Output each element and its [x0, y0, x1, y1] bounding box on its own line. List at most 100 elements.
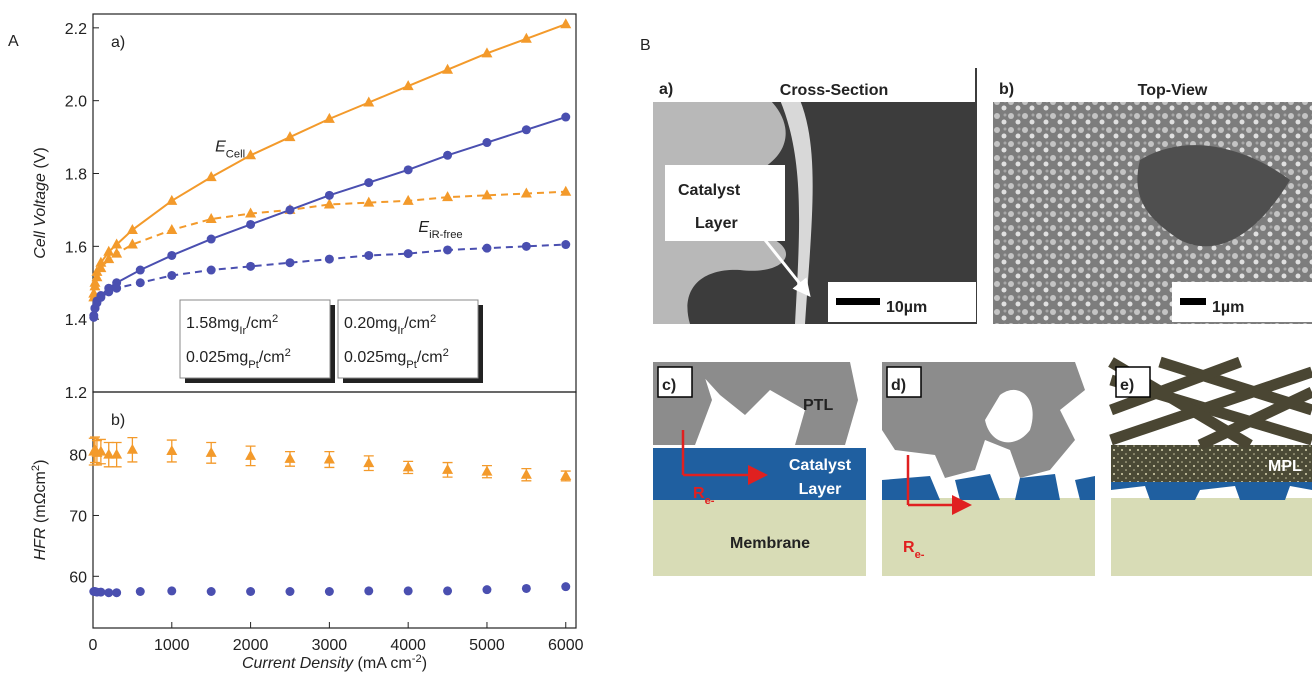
annotation-part: iR-free	[429, 229, 463, 241]
marker	[364, 178, 373, 187]
marker	[482, 585, 491, 594]
legend-entry-part: /cm	[404, 315, 430, 332]
marker	[363, 457, 374, 467]
marker	[246, 262, 255, 271]
marker	[481, 466, 492, 476]
legend-entry-part: /cm	[246, 315, 272, 332]
legend-entry-part: 0.025mg	[344, 349, 406, 366]
image-annotation: Catalyst	[678, 182, 741, 199]
panel-label: B	[640, 37, 651, 54]
y-tick-label: 2.0	[65, 94, 87, 111]
image-annotation: Layer	[695, 215, 738, 232]
x-axis-label-part: Current Density	[242, 655, 354, 672]
marker	[364, 586, 373, 595]
y-axis-label-part: Cell Voltage	[32, 173, 49, 259]
marker	[522, 125, 531, 134]
marker	[325, 255, 334, 264]
scale-bar	[1180, 298, 1206, 305]
marker	[442, 191, 453, 201]
marker	[112, 588, 121, 597]
marker	[245, 450, 256, 460]
legend-entry-part: 1.58mg	[186, 315, 239, 332]
marker	[561, 113, 570, 122]
y-tick-label: 1.4	[65, 312, 87, 329]
marker	[104, 588, 113, 597]
marker	[404, 165, 413, 174]
membrane	[882, 498, 1095, 576]
marker	[285, 205, 294, 214]
marker	[324, 198, 335, 208]
y-tick-label: 80	[69, 448, 87, 465]
series-line	[94, 24, 566, 293]
marker	[443, 245, 452, 254]
marker	[443, 151, 452, 160]
resistance-label-part: R	[693, 485, 705, 502]
scale-label: 10µm	[886, 299, 927, 316]
legend-entry-part: 2	[443, 347, 449, 359]
y-tick-label: 70	[69, 508, 87, 525]
marker	[403, 461, 414, 471]
panel-sublabel: b)	[999, 81, 1014, 98]
panel-sublabel: c)	[662, 377, 676, 394]
catalyst-fragment	[882, 474, 1095, 500]
x-axis-label: Current Density (mA cm-2)	[242, 653, 427, 672]
y-tick-label: 1.8	[65, 167, 87, 184]
marker	[325, 191, 334, 200]
resistance-label-part: e-	[705, 495, 715, 507]
legend-entry-part: 2	[272, 313, 278, 325]
marker	[89, 313, 98, 322]
marker	[442, 464, 453, 474]
marker	[325, 587, 334, 596]
membrane	[1111, 498, 1312, 576]
y-tick-label: 60	[69, 569, 87, 586]
y-axis-label-part: (V)	[32, 147, 49, 173]
panel-label: A	[8, 33, 19, 50]
annotation-part: E	[418, 219, 429, 236]
legend-entry-part: /cm	[259, 349, 285, 366]
plot-frame	[93, 392, 576, 628]
panel-label: b)	[111, 412, 125, 429]
marker	[96, 588, 105, 597]
marker	[246, 587, 255, 596]
annotation-part: E	[215, 139, 226, 156]
marker	[166, 224, 177, 234]
legend-entry-part: 2	[430, 313, 436, 325]
y-axis-label-part: HFR	[32, 527, 49, 560]
x-tick-label: 0	[89, 637, 98, 654]
marker	[112, 284, 121, 293]
y-tick-label: 2.2	[65, 21, 87, 38]
x-tick-label: 4000	[390, 637, 426, 654]
legend-entry-part: 0.20mg	[344, 315, 397, 332]
marker	[207, 266, 216, 275]
marker	[166, 445, 177, 455]
annotation: ECell	[215, 139, 245, 161]
y-axis-label: Cell Voltage (V)	[32, 147, 49, 258]
marker	[522, 242, 531, 251]
marker	[324, 454, 335, 464]
marker	[246, 220, 255, 229]
y-tick-label: 1.6	[65, 239, 87, 256]
marker	[482, 244, 491, 253]
marker	[364, 251, 373, 260]
y-axis-label-part: (mΩcm	[32, 471, 49, 527]
marker	[482, 138, 491, 147]
resistance-label-part: e-	[915, 549, 925, 561]
legend-entry-part: 2	[285, 347, 291, 359]
marker	[96, 293, 105, 302]
panel-sublabel: e)	[1120, 377, 1134, 394]
x-tick-label: 1000	[154, 637, 190, 654]
marker	[285, 587, 294, 596]
x-tick-label: 3000	[312, 637, 348, 654]
catalyst-fragment	[1111, 482, 1312, 500]
marker	[285, 258, 294, 267]
y-tick-label: 1.2	[65, 385, 87, 402]
marker	[136, 278, 145, 287]
marker	[443, 586, 452, 595]
x-axis-label-part: -2	[412, 653, 422, 665]
marker	[167, 271, 176, 280]
y-axis-label-part: )	[32, 460, 49, 465]
marker	[560, 186, 571, 196]
marker	[127, 224, 138, 234]
marker	[522, 584, 531, 593]
marker	[207, 235, 216, 244]
